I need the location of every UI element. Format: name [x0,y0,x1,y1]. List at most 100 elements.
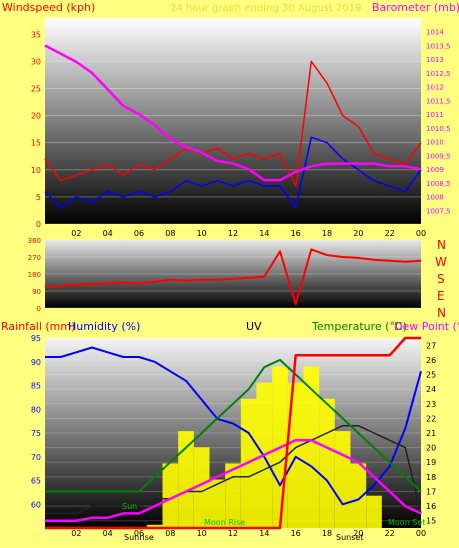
direction-letter-w: W [435,255,447,269]
uv-bar [209,479,226,528]
x-tick-label: 12 [228,529,238,538]
x-tick-label: 08 [165,529,175,538]
sunset-label: Sunset [336,533,363,542]
y-tick-label: 360 [28,237,41,245]
x-tick-label: 04 [103,529,113,538]
x-tick-label: 08 [165,229,175,238]
uv-bar [225,463,241,528]
y2-tick-label: 18 [426,473,436,482]
x-tick-label: 22 [385,529,395,538]
x-tick-label: 16 [291,529,301,538]
y2-tick-label: 1013 [426,56,444,64]
series-line-gust [44,60,422,187]
y-tick-label: 65 [31,477,41,486]
wind-panel-bg [45,18,421,224]
uv-bar [350,463,367,528]
x-tick-label: 06 [134,229,144,238]
y2-tick-label: 1007,5 [426,207,451,215]
moonrise-label: Moon Rise [204,518,245,527]
x-tick-label: 18 [322,529,332,538]
barometer-axis-title: Barometer (mb) [372,1,459,14]
series-line-humidity [45,346,422,506]
y-tick-label: 60 [31,500,41,509]
uv-axis-title: UV [246,320,262,333]
y-tick-label: 35 [31,30,41,39]
y2-tick-label: 1013,5 [426,42,451,50]
y2-tick-label: 1009 [426,166,444,174]
y2-tick-label: 24 [426,385,436,394]
y2-tick-label: 20 [426,444,436,453]
series-line-sun [45,358,422,493]
y-tick-label: 180 [28,271,41,279]
direction-panel-bg [45,240,421,308]
uv-bar [178,431,194,528]
humidity-panel: 60 65 70 75 80 85 90 95 15 16 17 18 19 20 21 22 23 24 25 26… [31,334,436,538]
chart-title: 24 hour graph ending 30 August 2019 [170,3,361,14]
temperature-axis-title: Temperature (°C) [311,320,407,333]
sunrise-label: Sunrise [124,533,154,542]
y-tick-label: 90 [31,358,41,367]
x-tick-label: 02 [71,229,81,238]
series-line-temperature [45,424,422,515]
dewpoint-axis-title: Dew Point (°C [394,320,459,333]
y2-tick-label: 1014 [426,29,444,37]
rainfall-axis-title: Rainfall (mm) [1,320,75,333]
y2-tick-label: 22 [426,414,436,423]
y2-tick-label: 19 [426,458,436,467]
y2-tick-label: 27 [426,341,436,350]
uv-bar [162,463,179,528]
moonset-label: Moon Set [388,518,425,527]
x-tick-label: 22 [385,229,395,238]
x-tick-label: 18 [322,229,332,238]
series-line-rainfall [45,336,421,530]
series-line-dew-point [45,439,422,522]
y-tick-label: 80 [31,405,41,414]
y-tick-label: 30 [31,57,41,66]
x-tick-label: 20 [353,229,363,238]
x-tick-label: 00 [416,229,426,238]
wind-panel: 051015202530351007,510081008,510091009,5… [31,29,451,238]
direction-letter-s: S [437,272,445,286]
humidity-axis-title: Humidity (%) [68,320,140,333]
y2-tick-label: 1010 [426,139,444,147]
y-tick-label: 270 [28,254,41,262]
y2-tick-label: 21 [426,429,436,438]
series-line-barometer [44,44,422,182]
uv-bar [366,495,382,528]
y2-tick-label: 16 [426,502,436,511]
x-tick-label: 16 [291,229,301,238]
x-tick-label: 20 [353,529,363,538]
y-tick-label: 0 [37,305,41,313]
uv-bar [334,431,351,528]
y-tick-label: 75 [31,429,41,438]
y-tick-label: 20 [31,112,41,121]
y2-tick-label: 1012,5 [426,70,451,78]
series-line-direction [44,248,422,306]
y2-tick-label: 17 [426,487,436,496]
y2-tick-label: 1012 [426,84,444,92]
y-tick-label: 5 [36,193,41,202]
y2-tick-label: 15 [426,517,436,526]
y-tick-label: 25 [31,84,41,93]
uv-bar [193,447,210,528]
uv-bar [319,398,335,528]
x-tick-label: 02 [71,529,81,538]
y-tick-label: 10 [31,166,41,175]
x-tick-label: 00 [416,529,426,538]
direction-letter-e: E [437,289,445,303]
x-tick-label: 06 [134,529,144,538]
series-line-average [44,136,422,209]
y-tick-label: 90 [32,288,41,296]
uv-bar [146,524,163,528]
y2-tick-label: 25 [426,371,436,380]
y2-tick-label: 1009,5 [426,152,451,160]
y2-tick-label: 1008,5 [426,180,451,188]
direction-letter-n1: N [437,238,446,252]
y-tick-label: 0 [36,220,41,229]
y-tick-label: 15 [31,139,41,148]
y-tick-label: 70 [31,453,41,462]
x-tick-label: 14 [259,529,269,538]
windspeed-axis-title: Windspeed (kph) [2,1,95,14]
